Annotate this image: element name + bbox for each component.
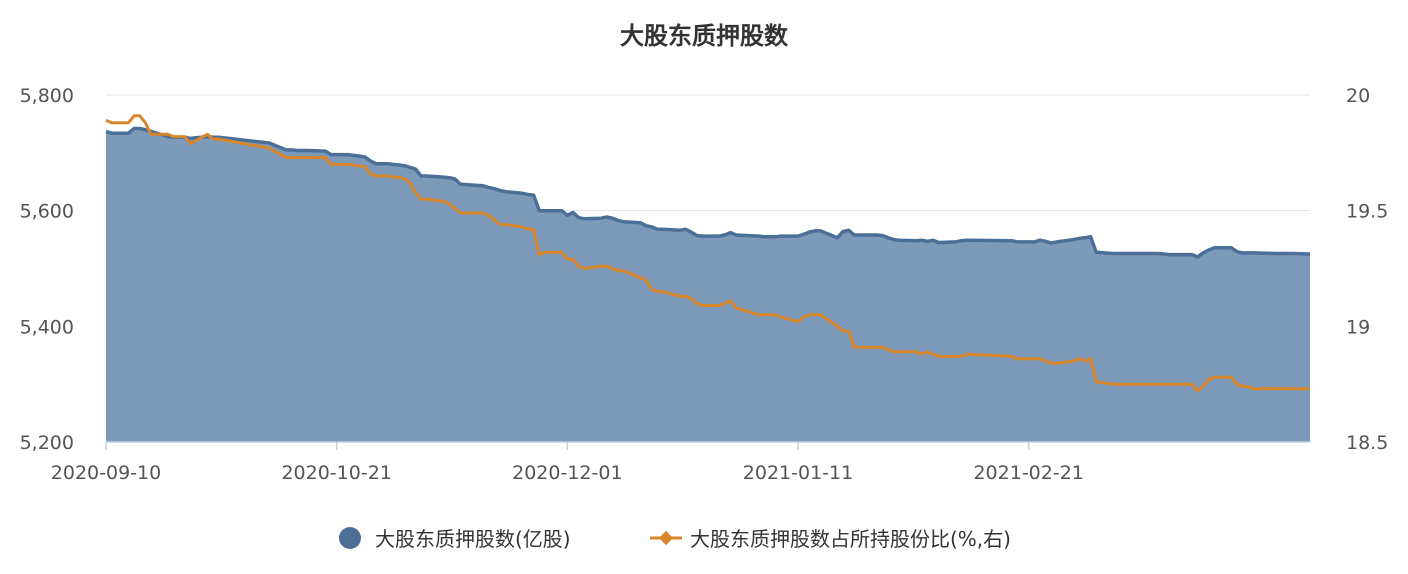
chart-title: 大股东质押股数 (620, 22, 789, 50)
x-tick-label: 2020-10-21 (281, 462, 391, 484)
x-tick-label: 2020-09-10 (51, 462, 161, 484)
y-right-tick-label: 19.5 (1346, 201, 1388, 223)
legend-swatch-area (339, 527, 361, 549)
legend-label-line: 大股东质押股数占所持股份比(%,右) (690, 527, 1011, 551)
y-left-tick-label: 5,400 (20, 316, 74, 338)
plot-area (105, 114, 1311, 442)
y-right-tick-label: 19 (1346, 316, 1370, 338)
y-right-tick-label: 18.5 (1346, 432, 1388, 454)
legend-item-area[interactable]: 大股东质押股数(亿股) (339, 527, 571, 551)
area-fill-series-0 (106, 128, 1310, 442)
legend-label-area: 大股东质押股数(亿股) (375, 527, 571, 551)
area-line-series-0[interactable] (105, 126, 1311, 259)
line-series-1[interactable] (105, 114, 1310, 393)
y-left-tick-label: 5,200 (20, 432, 74, 454)
legend-item-line[interactable]: 大股东质押股数占所持股份比(%,右) (650, 527, 1011, 551)
x-tick-label: 2020-12-01 (512, 462, 622, 484)
y-right-tick-label: 20 (1346, 85, 1370, 107)
axes: 5,200 5,400 5,600 5,800 18.5 19 19.5 20 2020-09-… (20, 85, 1389, 484)
legend: 大股东质押股数(亿股) 大股东质押股数占所持股份比(%,右) (339, 527, 1011, 551)
legend-diamond-marker (658, 530, 674, 546)
y-left-tick-label: 5,600 (20, 201, 74, 223)
y-left-tick-label: 5,800 (20, 85, 74, 107)
x-tick-label: 2021-01-11 (743, 462, 853, 484)
x-tick-label: 2021-02-21 (973, 462, 1083, 484)
